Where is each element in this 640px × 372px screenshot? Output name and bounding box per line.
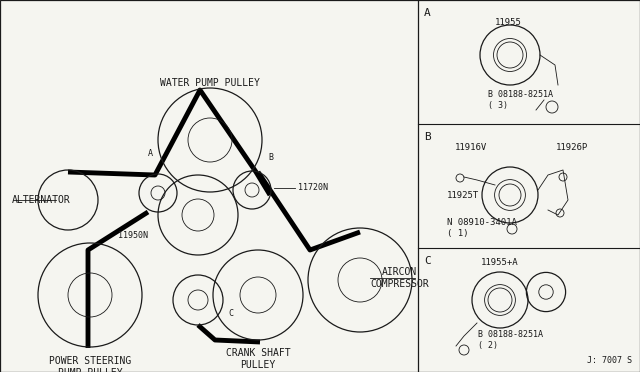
Text: 11916V: 11916V — [455, 144, 487, 153]
Text: A: A — [424, 8, 431, 18]
Text: 11925T: 11925T — [447, 190, 479, 199]
Text: ALTERNATOR: ALTERNATOR — [12, 195, 71, 205]
Text: B 08188-8251A
( 3): B 08188-8251A ( 3) — [488, 90, 553, 110]
Text: 11950N: 11950N — [118, 231, 148, 240]
Text: 11955: 11955 — [495, 18, 522, 27]
Text: WATER PUMP PULLEY: WATER PUMP PULLEY — [160, 78, 260, 88]
Text: CRANK SHAFT
PULLEY: CRANK SHAFT PULLEY — [226, 348, 291, 371]
Text: C: C — [228, 308, 233, 317]
Text: B: B — [268, 154, 273, 163]
Text: A: A — [148, 148, 153, 157]
Text: B: B — [424, 132, 431, 142]
Text: C: C — [424, 256, 431, 266]
Text: J: 7007 S: J: 7007 S — [587, 356, 632, 365]
Text: POWER STEERING
PUMP PULLEY: POWER STEERING PUMP PULLEY — [49, 356, 131, 372]
Text: 11720N: 11720N — [298, 183, 328, 192]
Text: N 08910-3401A
( 1): N 08910-3401A ( 1) — [447, 218, 517, 238]
Text: 11955+A: 11955+A — [481, 258, 519, 267]
Text: AIRCON
COMPRESSOR: AIRCON COMPRESSOR — [370, 267, 429, 289]
Text: 11926P: 11926P — [556, 144, 588, 153]
Text: B 08188-8251A
( 2): B 08188-8251A ( 2) — [478, 330, 543, 350]
